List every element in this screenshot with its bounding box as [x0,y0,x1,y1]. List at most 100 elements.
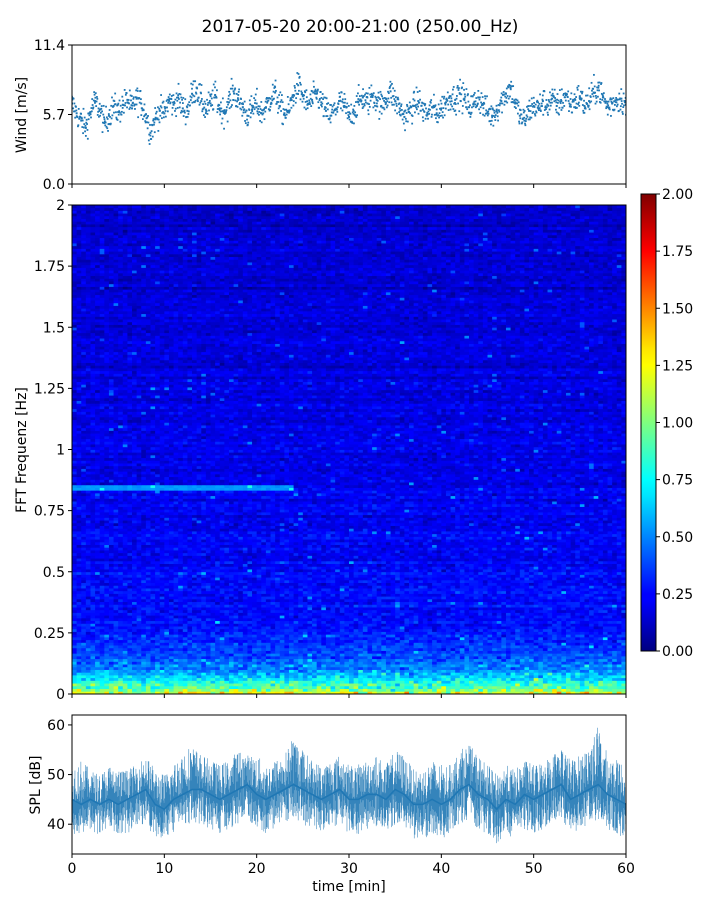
wind-point [607,104,609,106]
wind-point [490,105,492,107]
wind-point [154,107,156,109]
wind-point [242,103,244,105]
wind-point [224,109,226,111]
wind-point [120,105,122,107]
wind-point [610,115,612,117]
wind-point [517,100,519,102]
spectrogram-cell [437,686,442,689]
spectrogram-cell [326,689,331,692]
wind-point [570,98,572,100]
spectrogram-cell [183,683,188,686]
spectrogram-cell [72,689,77,692]
spectrogram-cell [160,670,165,673]
wind-point [422,120,424,122]
wind-data-point [482,104,484,106]
spectrogram-cell [603,672,608,675]
spectrogram-cell [137,672,142,675]
spectrogram-cell [478,689,483,692]
wind-data-point [316,93,318,95]
spectrogram-cell [400,683,405,686]
wind-point [204,116,206,118]
wind-point [165,110,167,112]
wind-point [222,118,224,120]
wind-point [353,123,355,125]
wind-point [188,101,190,103]
spectrogram-cell [414,678,419,681]
spectrogram-cell [340,678,345,681]
wind-point [447,91,449,93]
wind-data-point [233,90,235,92]
spectrogram-cell [511,689,516,692]
spectrogram-cell [123,672,128,675]
spectrogram-cell [414,670,419,673]
wind-data-point [126,99,128,101]
spectrogram-cell [104,680,109,683]
spectrogram-cell [224,683,229,686]
spectrogram-cell [488,689,493,692]
spectrogram-cell [566,689,571,692]
wind-data-point [154,118,156,120]
spectrogram-cell [349,678,354,681]
wind-point [294,90,296,92]
spectrogram-cell [141,683,146,686]
wind-point [182,111,184,113]
spectrogram-cell [155,672,160,675]
wind-point [114,93,116,95]
wind-point [284,109,286,111]
wind-point [464,96,466,98]
spectrogram-cell [72,672,77,675]
wind-point [606,103,608,105]
spectrogram-cell [114,678,119,681]
wind-point [563,93,565,95]
wind-point [609,109,611,111]
spectrogram-cell [538,689,543,692]
spectrogram-cell [331,675,336,678]
spectrogram-cell [446,686,451,689]
wind-data-point [108,115,110,117]
spectrogram-cell [261,672,266,675]
spectrogram-cell [455,689,460,692]
wind-point [516,103,518,105]
wind-point [157,130,159,132]
wind-point [121,114,123,116]
wind-point [301,92,303,94]
wind-point [350,104,352,106]
spectrogram-cell [469,680,474,683]
wind-point [555,99,557,101]
wind-point [574,93,576,95]
spectrogram-cell [169,675,174,678]
wind-point [176,92,178,94]
spectrogram-cell [344,670,349,673]
spectrogram-cell [266,678,271,681]
spectrogram-cell [469,670,474,673]
wind-point [300,84,302,86]
wind-point [563,105,565,107]
spectrogram-cell [275,680,280,683]
wind-point [484,115,486,117]
spectrogram-cell [211,672,216,675]
wind-point [300,91,302,93]
spectrogram-cell [423,672,428,675]
wind-data-point [80,120,82,122]
spectrogram-cell [211,678,216,681]
spectrogram-cell [164,678,169,681]
wind-data-point [334,109,336,111]
wind-point [287,96,289,98]
spectrogram-cell [187,689,192,692]
wind-point [492,125,494,127]
wind-point [107,130,109,132]
wind-point [154,131,156,133]
wind-point [230,106,232,108]
wind-point [601,99,603,101]
spectrogram-cell [543,680,548,683]
wind-point [278,94,280,96]
wind-point [561,109,563,111]
spectrogram-cell [141,689,146,692]
spectrogram-cell [617,683,622,686]
spectrogram-cell [538,670,543,673]
wind-data-point [616,99,618,101]
spectrogram-cell [344,675,349,678]
spectrogram-cell [280,678,285,681]
wind-point [592,88,594,90]
spectrogram-cell [317,683,322,686]
